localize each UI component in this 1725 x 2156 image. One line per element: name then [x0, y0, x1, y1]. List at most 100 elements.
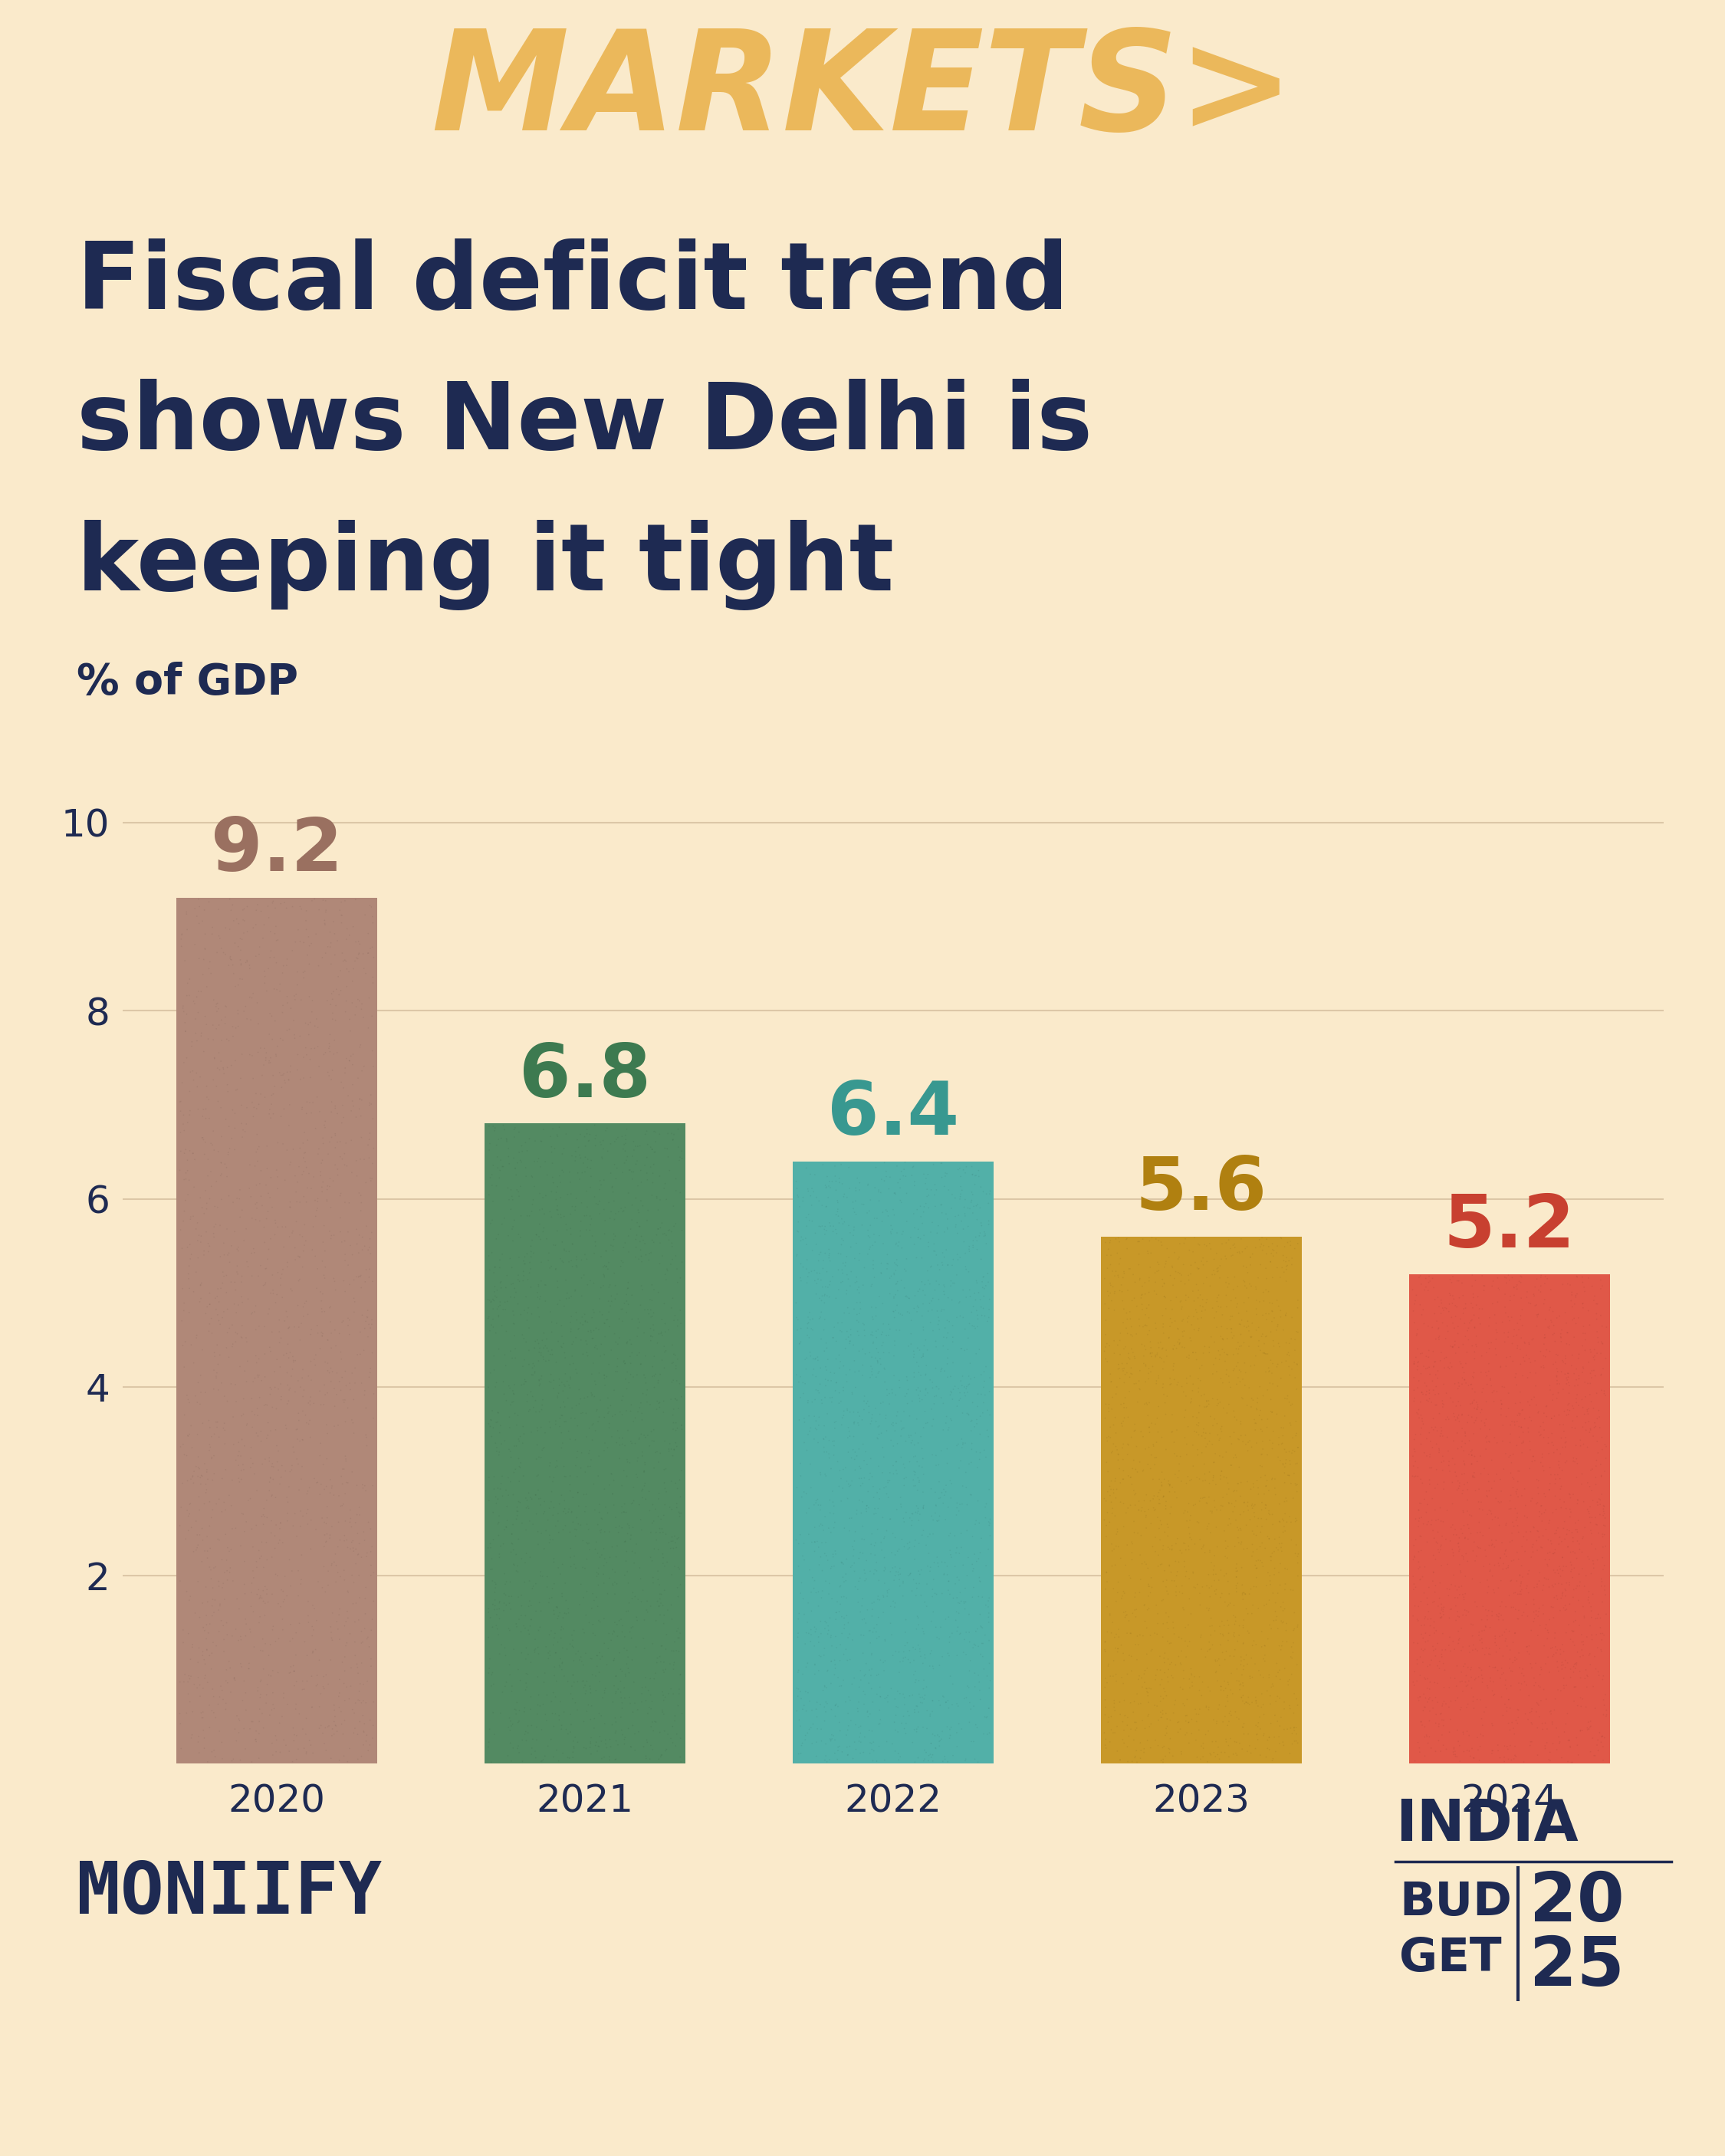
Point	[1456, 1634, 1484, 1669]
Point	[283, 1421, 310, 1455]
Point	[1416, 1671, 1444, 1705]
Point	[304, 1565, 331, 1600]
Point	[195, 951, 223, 985]
Point	[1208, 1669, 1235, 1703]
Point	[257, 1378, 285, 1412]
Point	[1254, 1520, 1282, 1554]
Point	[821, 1212, 849, 1246]
Point	[833, 1464, 861, 1498]
Point	[514, 1589, 542, 1623]
Point	[1428, 1384, 1456, 1419]
Point	[1587, 1720, 1615, 1755]
Point	[1547, 1468, 1575, 1503]
Point	[523, 1218, 550, 1253]
Point	[1142, 1723, 1170, 1757]
Point	[880, 1281, 907, 1315]
Point	[1128, 1328, 1156, 1363]
Point	[557, 1423, 585, 1457]
Point	[1534, 1621, 1561, 1656]
Point	[1484, 1598, 1511, 1632]
Point	[797, 1410, 825, 1445]
Point	[286, 1567, 314, 1602]
Point	[666, 1479, 693, 1514]
Point	[649, 1343, 676, 1378]
Point	[909, 1710, 937, 1744]
Point	[1173, 1339, 1201, 1373]
Point	[545, 1363, 573, 1397]
Point	[495, 1613, 523, 1647]
Point	[1515, 1557, 1542, 1591]
Point	[550, 1156, 578, 1190]
Point	[794, 1307, 821, 1341]
Point	[483, 1613, 511, 1647]
Point	[326, 1365, 354, 1399]
Point	[845, 1244, 873, 1279]
Point	[514, 1716, 542, 1751]
Point	[1256, 1660, 1283, 1695]
Point	[1240, 1470, 1268, 1505]
Point	[973, 1699, 1000, 1733]
Point	[169, 1328, 197, 1363]
Point	[209, 1255, 236, 1289]
Point	[1235, 1615, 1263, 1649]
Point	[1121, 1740, 1149, 1774]
Point	[664, 1570, 692, 1604]
Point	[585, 1557, 612, 1591]
Point	[497, 1434, 524, 1468]
Point	[245, 1703, 273, 1738]
Point	[193, 1533, 221, 1567]
Point	[1195, 1673, 1223, 1708]
Point	[1264, 1656, 1292, 1690]
Point	[1183, 1432, 1211, 1466]
Point	[536, 1337, 564, 1371]
Point	[573, 1695, 600, 1729]
Point	[355, 1121, 383, 1156]
Point	[557, 1315, 585, 1350]
Point	[1214, 1587, 1242, 1621]
Point	[507, 1367, 535, 1401]
Point	[200, 1210, 228, 1244]
Point	[961, 1628, 988, 1662]
Point	[1480, 1373, 1508, 1408]
Point	[352, 1304, 380, 1339]
Point	[226, 1201, 254, 1235]
Point	[856, 1667, 883, 1701]
Point	[1247, 1630, 1275, 1664]
Point	[873, 1238, 900, 1272]
Point	[1247, 1615, 1275, 1649]
Point	[1592, 1501, 1620, 1535]
Point	[167, 923, 195, 957]
Text: 5.2: 5.2	[1444, 1192, 1575, 1263]
Point	[1442, 1404, 1470, 1438]
Point	[831, 1248, 859, 1283]
Point	[1430, 1464, 1458, 1498]
Point	[1109, 1386, 1137, 1421]
Point	[1546, 1367, 1573, 1401]
Point	[312, 1250, 340, 1285]
Point	[323, 1328, 350, 1363]
Point	[1109, 1442, 1137, 1477]
Point	[1161, 1457, 1189, 1492]
Point	[1511, 1535, 1539, 1570]
Point	[1230, 1345, 1258, 1380]
Point	[286, 1186, 314, 1220]
Point	[511, 1322, 538, 1356]
Point	[604, 1326, 631, 1360]
Point	[935, 1412, 963, 1447]
Point	[1228, 1576, 1256, 1611]
Point	[885, 1225, 913, 1259]
Point	[274, 1496, 302, 1531]
Point	[316, 1031, 343, 1065]
Point	[1418, 1643, 1446, 1677]
Point	[1404, 1682, 1432, 1716]
Point	[497, 1703, 524, 1738]
Point	[947, 1531, 975, 1565]
Point	[309, 1570, 336, 1604]
Point	[864, 1356, 892, 1391]
Point	[1190, 1457, 1218, 1492]
Point	[797, 1710, 825, 1744]
Point	[1197, 1231, 1225, 1266]
Point	[866, 1583, 894, 1617]
Point	[640, 1714, 668, 1749]
Point	[944, 1490, 971, 1524]
